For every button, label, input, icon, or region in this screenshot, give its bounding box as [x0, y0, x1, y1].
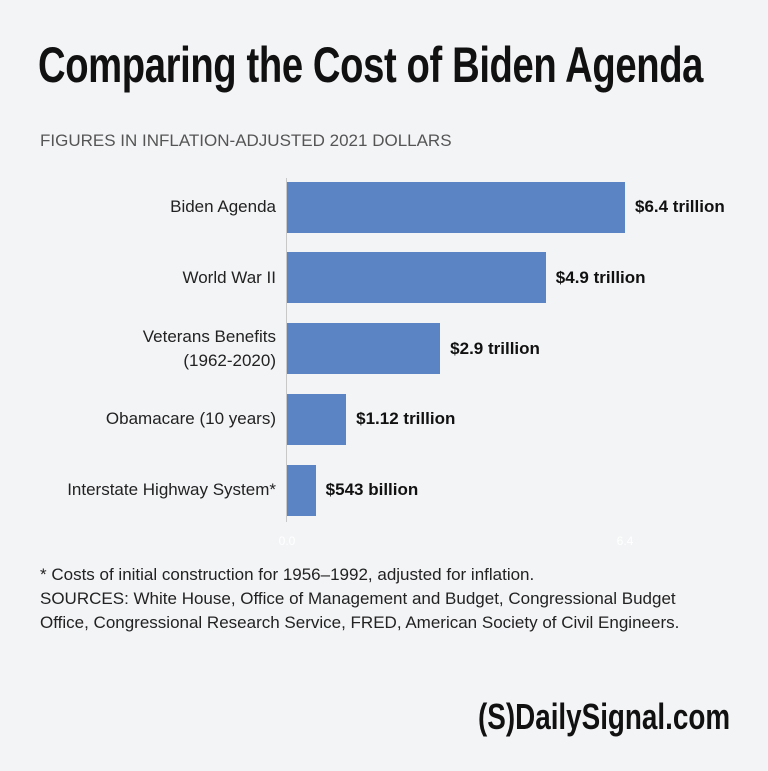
logo-text: DailySignal.com	[515, 696, 730, 737]
logo: (S)DailySignal.com	[478, 696, 730, 738]
category-label: Interstate Highway System*	[67, 480, 276, 500]
category-label: Obamacare (10 years)	[105, 409, 276, 429]
value-label: $1.12 trillion	[356, 409, 456, 429]
chart-subtitle: FIGURES IN INFLATION-ADJUSTED 2021 DOLLA…	[40, 131, 452, 150]
value-label: $2.9 trillion	[450, 338, 540, 358]
x-tick-label: 0.0	[278, 534, 296, 548]
value-label: $4.9 trillion	[555, 267, 646, 287]
chart-title: Comparing the Cost of Biden Agenda	[38, 37, 704, 93]
bar	[287, 181, 625, 233]
notes: * Costs of initial construction for 1956…	[40, 563, 680, 635]
logo-mark: (S)	[477, 696, 516, 737]
sources: SOURCES: White House, Office of Manageme…	[40, 589, 680, 632]
bar	[287, 464, 316, 516]
value-label: $543 billion	[325, 480, 419, 500]
category-label: Veterans Benefits (1962-2020)	[142, 326, 276, 370]
x-tick-label: 6.4	[616, 534, 634, 548]
bar	[287, 323, 441, 375]
category-label: Biden Agenda	[170, 197, 276, 216]
bar	[287, 252, 546, 304]
bar	[287, 393, 347, 445]
value-label: $6.4 trillion	[635, 197, 725, 216]
axis-line	[286, 178, 287, 522]
footnote: * Costs of initial construction for 1956…	[40, 565, 535, 584]
category-label: World War II	[182, 267, 276, 287]
